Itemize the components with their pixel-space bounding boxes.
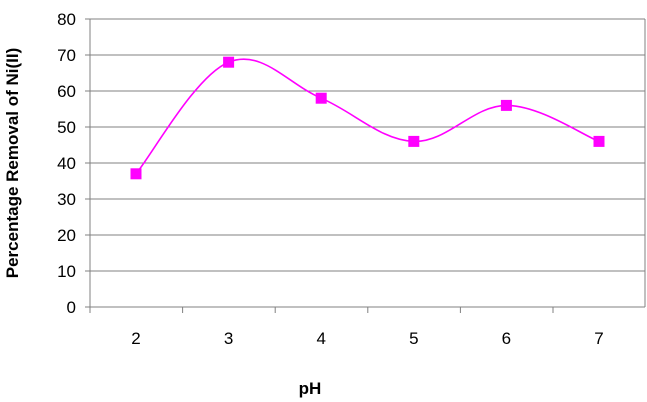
y-axis-title: Percentage Removal of Ni(II) — [3, 48, 22, 279]
x-axis-title: pH — [299, 379, 322, 398]
x-tick-label: 5 — [409, 329, 418, 348]
data-point-marker — [593, 135, 605, 147]
y-tick-label: 50 — [57, 118, 76, 137]
y-tick-label: 80 — [57, 10, 76, 29]
series-line — [135, 58, 600, 175]
y-tick-label: 40 — [57, 154, 76, 173]
data-point-marker — [408, 135, 420, 147]
y-tick-label: 60 — [57, 82, 76, 101]
x-tick-label: 4 — [316, 329, 325, 348]
y-tick-label: 10 — [57, 262, 76, 281]
data-point-marker — [500, 99, 512, 111]
x-tick-labels: 2 3 4 5 6 7 — [131, 329, 603, 348]
y-tick-label: 30 — [57, 190, 76, 209]
y-tick-label: 70 — [57, 46, 76, 65]
x-tick-label: 7 — [594, 329, 603, 348]
x-tick-label: 3 — [224, 329, 233, 348]
axes — [85, 18, 646, 313]
y-tick-label: 0 — [67, 298, 76, 317]
y-tick-label: 20 — [57, 226, 76, 245]
data-point-marker — [223, 56, 235, 68]
data-point-marker — [315, 92, 327, 104]
x-tick-label: 6 — [502, 329, 511, 348]
y-tick-labels: 0 10 20 30 40 50 60 70 80 — [57, 10, 76, 317]
x-tick-label: 2 — [131, 329, 140, 348]
data-point-marker — [130, 168, 142, 180]
series — [130, 56, 605, 180]
